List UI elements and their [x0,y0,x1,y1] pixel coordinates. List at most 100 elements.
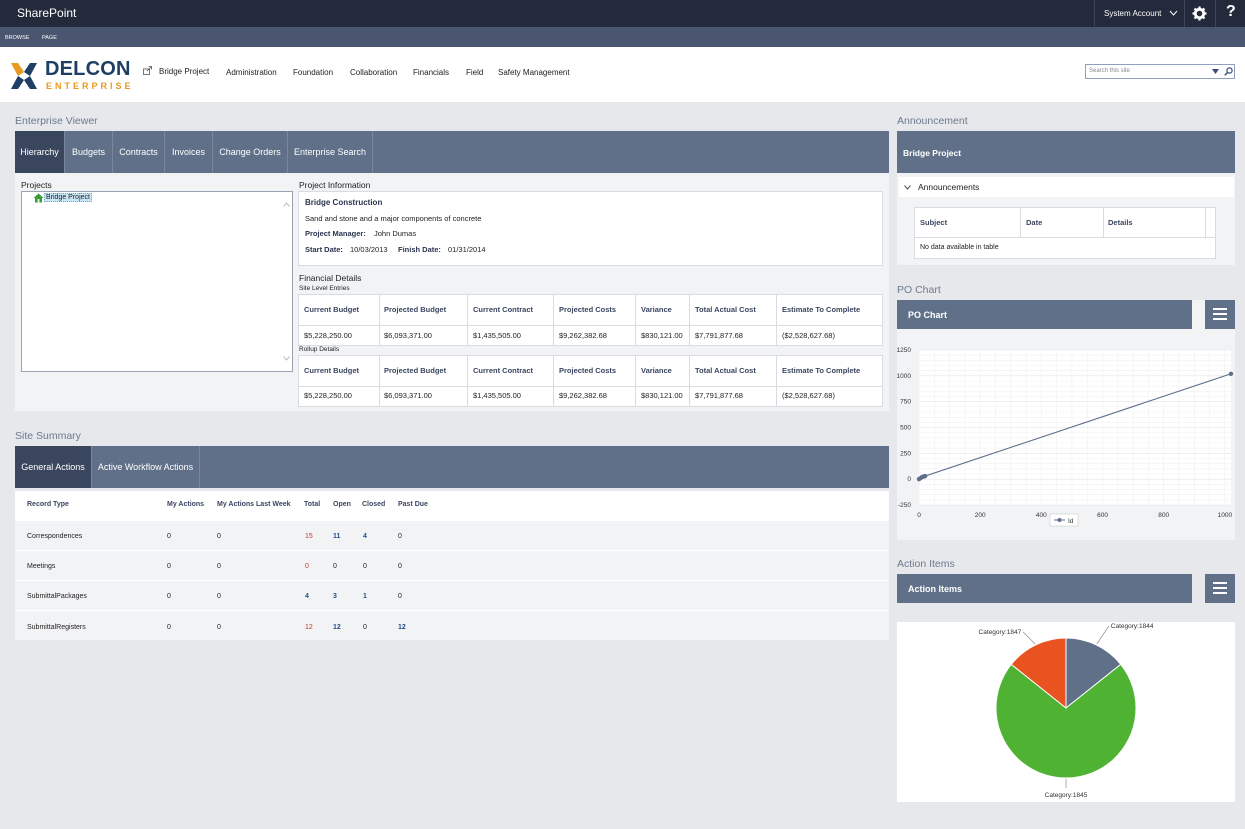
hamburger-menu-icon[interactable] [1205,574,1235,603]
po-chart-header: PO Chart [897,300,1192,329]
suite-bar: SharePoint System Account ? [0,0,1245,27]
edit-link-icon[interactable] [143,66,152,75]
col-projected-budget: Projected Budget [384,305,447,314]
caret-down-icon[interactable] [1212,69,1219,74]
table-row[interactable]: Correspondences 0 0 15 11 4 0 [15,520,889,550]
tab-budgets[interactable]: Budgets [65,131,113,173]
total[interactable]: 12 [305,624,313,631]
announcement-title: Announcement [897,115,968,127]
ribbon-tab-browse[interactable]: BROWSE [5,35,30,41]
record-type[interactable]: Meetings [27,563,56,570]
col-estimate-to-complete: Estimate To Complete [782,366,861,375]
closed[interactable]: 4 [363,533,367,540]
total[interactable]: 0 [305,563,309,570]
record-type[interactable]: Correspondences [27,533,83,540]
table-row[interactable]: Meetings 0 0 0 0 0 0 [15,550,889,580]
col-divider [379,355,380,407]
ribbon-tab-page[interactable]: PAGE [42,35,57,41]
rollup-table [298,355,883,407]
tab-general-actions[interactable]: General Actions [15,446,92,488]
nav-item-safety-management[interactable]: Safety Management [498,68,570,77]
scroll-down-icon[interactable] [283,356,290,361]
gear-icon[interactable] [1192,6,1207,21]
search-icon[interactable] [1224,67,1233,76]
site-estimate-to-complete: ($2,528,627.68) [782,331,835,340]
col-closed: Closed [362,501,386,508]
sharepoint-brand[interactable]: SharePoint [17,6,77,20]
x-tick-label: 800 [1158,512,1169,519]
rollup-estimate-to-complete: ($2,528,627.68) [782,391,835,400]
slice-connector [1022,631,1036,645]
site-current-budget: $5,228,250.00 [304,331,352,340]
divider [1215,0,1216,27]
project-description: Sand and stone and a major components of… [305,214,482,223]
col-current-budget: Current Budget [304,305,359,314]
nav-item-foundation[interactable]: Foundation [293,68,334,77]
chevron-down-icon[interactable] [904,185,911,190]
tab-invoices[interactable]: Invoices [165,131,213,173]
nav-item-bridge-project[interactable]: Bridge Project [159,67,210,76]
col-estimate-to-complete: Estimate To Complete [782,305,861,314]
y-tick-label: 1000 [897,373,911,380]
system-account-menu[interactable]: System Account [1104,9,1162,18]
col-current-contract: Current Contract [473,305,534,314]
nav-item-collaboration[interactable]: Collaboration [350,68,398,77]
table-row[interactable]: SubmittalPackages 0 0 4 3 1 0 [15,580,889,610]
total[interactable]: 4 [305,593,309,600]
announcement-header-label: Bridge Project [903,148,962,158]
rollup-current-contract: $1,435,505.00 [473,391,521,400]
my-actions-last-week: 0 [217,563,221,570]
tab-active-workflow-actions[interactable]: Active Workflow Actions [92,446,200,488]
open[interactable]: 3 [333,593,337,600]
tab-change-orders[interactable]: Change Orders [213,131,288,173]
divider [1094,0,1095,27]
past-due[interactable]: 12 [398,624,406,631]
projects-tree[interactable]: Bridge Project [21,191,293,372]
total[interactable]: 15 [305,533,313,540]
nav-item-financials[interactable]: Financials [413,68,450,77]
row-divider [298,325,883,326]
col-divider [467,355,468,407]
closed[interactable]: 1 [363,593,367,600]
tree-item-bridge-project[interactable]: Bridge Project [44,193,92,202]
chevron-down-icon[interactable] [1169,10,1178,16]
tab-contracts[interactable]: Contracts [113,131,165,173]
past-due: 0 [398,533,402,540]
table-row[interactable]: SubmittalRegisters 0 0 12 12 0 12 [15,610,889,640]
rollup-details-label: Rollup Details [299,346,340,353]
past-due: 0 [398,593,402,600]
tab-label: General Actions [21,462,85,472]
col-date[interactable]: Date [1026,218,1043,227]
col-subject[interactable]: Subject [920,218,948,227]
logo-name[interactable]: DELCON [45,58,131,80]
col-divider [776,355,777,407]
pie-slice [1010,637,1067,710]
col-divider [553,294,554,346]
project-manager-label: Project Manager: [305,229,366,238]
nav-item-administration[interactable]: Administration [226,68,277,77]
help-icon[interactable]: ? [1226,3,1236,20]
closed: 0 [363,563,367,570]
col-divider [379,294,380,346]
my-actions: 0 [167,593,171,600]
x-tick-label: 400 [1036,512,1047,519]
col-current-contract: Current Contract [473,366,534,375]
open[interactable]: 11 [333,533,341,540]
col-details[interactable]: Details [1108,218,1133,227]
search-input[interactable]: Search this site [1085,64,1235,79]
record-type[interactable]: SubmittalRegisters [27,624,86,631]
record-type[interactable]: SubmittalPackages [27,593,87,600]
tab-enterprise-search[interactable]: Enterprise Search [288,131,373,173]
tab-hierarchy[interactable]: Hierarchy [15,131,65,173]
scroll-up-icon[interactable] [283,202,290,207]
nav-item-field[interactable]: Field [466,68,484,77]
open[interactable]: 12 [333,624,341,631]
announcements-section[interactable]: Announcements [899,177,1234,197]
y-tick-label: 250 [900,450,911,457]
x-tick-label: 1000 [1218,512,1233,519]
col-total: Total [304,501,321,508]
slice-label: Category:1845 [1045,792,1088,799]
x-tick-label: 600 [1097,512,1108,519]
hamburger-menu-icon[interactable] [1205,300,1235,329]
y-tick-label: -250 [898,502,911,509]
